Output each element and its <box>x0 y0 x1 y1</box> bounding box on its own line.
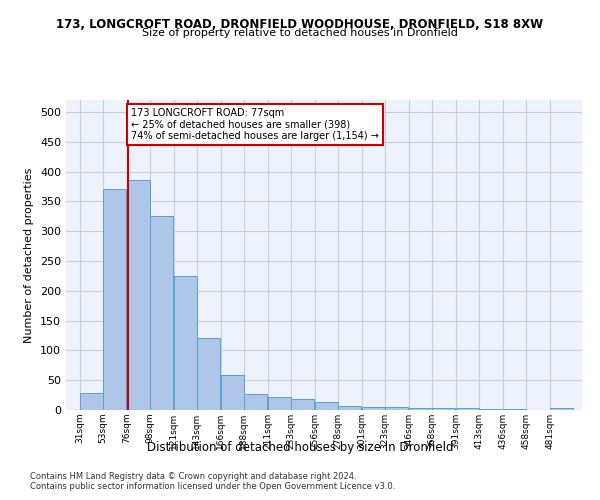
Bar <box>409 408 431 410</box>
Bar <box>244 394 266 410</box>
Bar <box>174 276 197 410</box>
Text: Distribution of detached houses by size in Dronfield: Distribution of detached houses by size … <box>147 441 453 454</box>
Bar <box>362 407 385 410</box>
Text: 173, LONGCROFT ROAD, DRONFIELD WOODHOUSE, DRONFIELD, S18 8XW: 173, LONGCROFT ROAD, DRONFIELD WOODHOUSE… <box>56 18 544 30</box>
Bar <box>197 338 220 410</box>
Bar <box>150 216 173 410</box>
Text: Contains HM Land Registry data © Crown copyright and database right 2024.: Contains HM Land Registry data © Crown c… <box>30 472 356 481</box>
Text: 173 LONGCROFT ROAD: 77sqm
← 25% of detached houses are smaller (398)
74% of semi: 173 LONGCROFT ROAD: 77sqm ← 25% of detac… <box>131 108 379 141</box>
Bar <box>221 376 244 410</box>
Bar <box>550 408 572 410</box>
Bar <box>127 180 149 410</box>
Bar <box>456 408 479 410</box>
Bar <box>432 408 455 410</box>
Y-axis label: Number of detached properties: Number of detached properties <box>25 168 34 342</box>
Bar <box>338 406 361 410</box>
Bar <box>291 400 314 410</box>
Bar <box>315 402 338 410</box>
Text: Contains public sector information licensed under the Open Government Licence v3: Contains public sector information licen… <box>30 482 395 491</box>
Bar <box>103 190 125 410</box>
Text: Size of property relative to detached houses in Dronfield: Size of property relative to detached ho… <box>142 28 458 38</box>
Bar <box>385 407 407 410</box>
Bar <box>268 397 290 410</box>
Bar <box>80 394 103 410</box>
